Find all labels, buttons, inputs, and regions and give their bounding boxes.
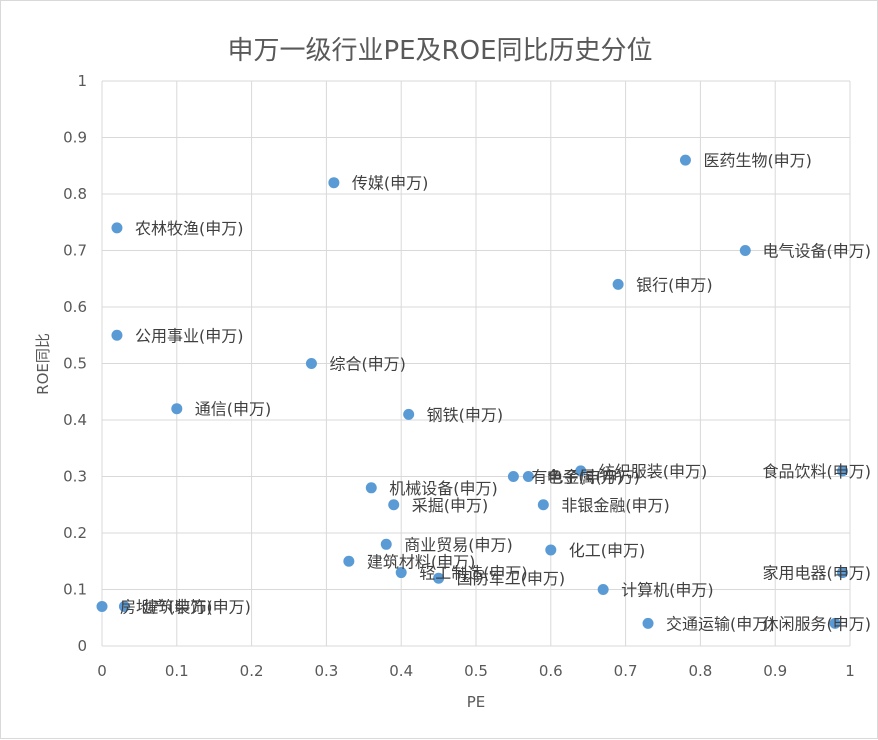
data-label: 钢铁(申万)	[427, 405, 504, 424]
data-label: 机械设备(申万)	[389, 479, 498, 498]
data-point	[403, 408, 415, 420]
y-tick-label: 0.8	[63, 185, 87, 203]
data-labels: 医药生物(申万) 传媒(申万) 农林牧渔(申万) 电气设备(申万) 银行(申万) 公用事业…	[120, 151, 871, 633]
chart-title: 申万一级行业PE及ROE同比历史分位	[227, 36, 652, 66]
data-point	[111, 329, 123, 341]
data-label: 计算机(申万)	[621, 581, 714, 600]
data-label: 综合(申万)	[329, 355, 406, 374]
data-label: 休闲服务(申万)	[763, 614, 872, 633]
y-tick-label: 0.6	[63, 298, 87, 316]
data-label: 传媒(申万)	[352, 174, 429, 193]
data-point	[328, 177, 340, 189]
data-point	[118, 600, 130, 612]
data-label: 银行(申万)	[636, 275, 713, 294]
data-label: 建筑装饰(申万)	[142, 597, 251, 616]
data-point	[111, 222, 123, 234]
y-tick-label: 0.9	[63, 129, 87, 147]
data-point	[537, 499, 549, 511]
data-label: 食品饮料(申万)	[763, 462, 872, 481]
y-axis-ticks: 0 0.1 0.2 0.3 0.4 0.5 0.6 0.7 0.8 0.9 1	[63, 72, 87, 655]
data-label: 纺织服装(申万)	[599, 462, 708, 481]
y-tick-label: 0.7	[63, 242, 87, 260]
data-label: 化工(申万)	[569, 541, 646, 560]
x-tick-label: 0.2	[240, 662, 264, 680]
grid-lines	[101, 80, 851, 647]
data-point	[96, 600, 108, 612]
data-point	[522, 471, 534, 482]
data-point	[388, 499, 400, 511]
y-tick-label: 0.4	[63, 411, 87, 429]
data-label: 交通运输(申万)	[666, 614, 775, 633]
data-label: 通信(申万)	[195, 400, 271, 419]
x-tick-label: 0.6	[539, 662, 563, 680]
y-tick-label: 0.3	[63, 468, 87, 486]
data-point	[171, 403, 183, 415]
data-point	[365, 482, 377, 494]
data-point	[612, 278, 624, 290]
data-label: 电气设备(申万)	[763, 242, 872, 261]
data-point	[837, 465, 849, 477]
data-label: 有色金属(申万)	[531, 468, 640, 487]
data-label: 采掘(申万)	[412, 496, 489, 515]
data-point	[679, 154, 691, 166]
x-axis-ticks: 0 0.1 0.2 0.3 0.4 0.5 0.6 0.7 0.8 0.9 1	[97, 662, 855, 680]
data-point	[507, 471, 519, 482]
data-label: 家用电器(申万)	[763, 564, 872, 583]
y-tick-label: 0.1	[63, 581, 87, 599]
data-label: 建筑材料(申万)	[367, 552, 476, 571]
data-point	[380, 538, 392, 550]
x-tick-label: 0.3	[314, 662, 338, 680]
x-tick-label: 1	[845, 662, 855, 680]
x-tick-label: 0.8	[688, 662, 712, 680]
x-tick-label: 0.5	[464, 662, 488, 680]
data-point	[642, 617, 654, 629]
y-axis-title: ROE同比	[34, 333, 52, 395]
data-label: 非银金融(申万)	[561, 496, 670, 515]
y-tick-label: 0.2	[63, 524, 87, 542]
y-tick-label: 0	[77, 637, 87, 655]
data-label: 医药生物(申万)	[703, 151, 812, 170]
x-tick-label: 0.4	[389, 662, 413, 680]
y-tick-label: 0.5	[63, 355, 87, 373]
data-point	[739, 245, 751, 256]
data-label: 商业贸易(申万)	[404, 535, 513, 554]
data-point	[545, 544, 557, 556]
data-label: 房地产(申万)	[120, 597, 213, 616]
data-label: 农林牧渔(申万)	[135, 219, 244, 238]
x-axis-title: PE	[467, 693, 486, 711]
data-point	[395, 567, 407, 579]
data-point	[343, 555, 355, 567]
y-tick-label: 1	[77, 72, 87, 90]
x-tick-label: 0.7	[614, 662, 638, 680]
data-point	[433, 572, 445, 584]
data-point	[575, 465, 587, 477]
data-point	[829, 617, 841, 629]
x-tick-label: 0	[97, 662, 107, 680]
data-label: 国防军工(申万)	[457, 569, 565, 588]
data-point	[305, 358, 317, 369]
x-tick-label: 0.9	[763, 662, 787, 680]
data-points	[96, 154, 849, 629]
data-point	[597, 584, 609, 595]
data-point	[837, 567, 849, 579]
data-label: 公用事业(申万)	[135, 326, 244, 345]
data-label: 电子(申万)	[546, 468, 623, 487]
data-label: 轻工制造(申万)	[419, 564, 528, 583]
x-tick-label: 0.1	[165, 662, 189, 680]
